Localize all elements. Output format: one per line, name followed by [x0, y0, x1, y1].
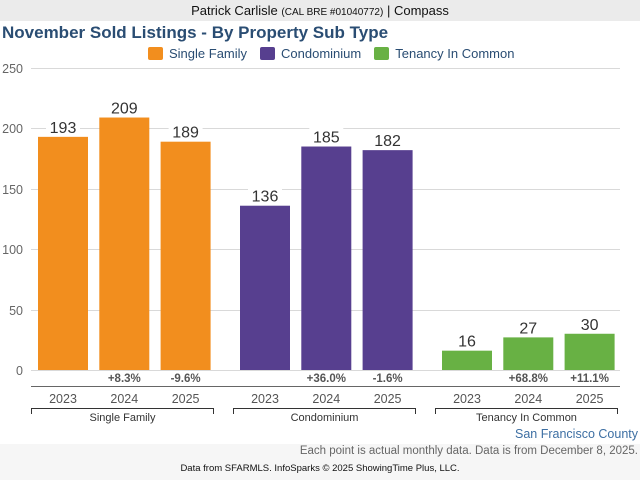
data-label-bg: [248, 186, 282, 204]
legend-label: Single Family: [169, 45, 248, 61]
x-tick-label: 2025: [576, 392, 604, 406]
data-label-bg: [168, 122, 203, 140]
change-label: +11.1%: [570, 373, 609, 385]
region-label[interactable]: San Francisco County: [515, 427, 638, 441]
data-label: 193: [50, 120, 77, 137]
x-tick-label: 2025: [374, 392, 402, 406]
data-label: 30: [581, 317, 599, 334]
data-note: Each point is actual monthly data. Data …: [299, 445, 638, 457]
legend-item-condominium[interactable]: Condominium: [260, 46, 361, 61]
legend-label: Tenancy In Common: [395, 45, 515, 61]
data-label: 27: [519, 320, 537, 337]
bar: [442, 350, 492, 370]
bar: [503, 337, 554, 370]
brokerage-name: Compass: [393, 3, 449, 18]
data-label-bg: [370, 131, 405, 149]
change-label: +68.8%: [509, 373, 548, 385]
header-separator: |: [386, 3, 391, 18]
legend-swatch-tenancy-in-common: [374, 46, 390, 60]
chart-title: November Sold Listings - By Property Sub…: [2, 23, 389, 42]
change-label: -1.6%: [373, 373, 403, 385]
data-label-bg: [46, 117, 80, 135]
legend-swatch-single-family: [148, 46, 163, 60]
data-label-bg: [572, 314, 607, 332]
y-tick-label: 100: [2, 243, 23, 257]
legend-swatch-condominium: [260, 46, 276, 60]
change-label: +8.3%: [108, 373, 141, 385]
y-tick-label: 250: [2, 62, 23, 76]
data-label: 185: [313, 130, 340, 147]
group-label: Tenancy In Common: [476, 412, 577, 424]
y-tick-label: 0: [16, 364, 23, 378]
data-label: 16: [458, 334, 476, 351]
group-label: Condominium: [291, 412, 359, 424]
x-tick-label: 2023: [251, 392, 279, 406]
bar: [240, 205, 290, 370]
change-label: +36.0%: [307, 373, 346, 385]
agent-name: Patrick Carlisle: [191, 3, 278, 18]
data-label: 136: [252, 189, 279, 206]
bar: [301, 146, 352, 370]
legend-item-tenancy-in-common[interactable]: Tenancy In Common: [374, 46, 514, 61]
data-label: 182: [374, 133, 401, 150]
group-bracket: [435, 408, 618, 414]
change-label: -9.6%: [171, 373, 201, 385]
x-tick-label: 2025: [172, 392, 200, 406]
data-label-bg: [309, 127, 344, 145]
bar: [160, 141, 211, 370]
x-tick-label: 2024: [514, 392, 542, 406]
bar-chart: 0 50 100 150 200 250 193 2023 209 +8.3% 2024 189 -9.…: [2, 62, 620, 424]
data-label: 189: [172, 125, 199, 142]
bar: [99, 117, 150, 370]
data-credit: Data from SFARMLS. InfoSparks © 2025 Sho…: [180, 463, 460, 474]
bar: [564, 333, 615, 370]
chart-legend: Single Family Condominium Tenancy In Com…: [148, 45, 527, 61]
data-label-bg: [107, 98, 142, 116]
y-tick-label: 200: [2, 122, 23, 136]
data-label-bg: [450, 331, 484, 349]
data-label: 209: [111, 101, 138, 118]
bar: [38, 136, 88, 370]
group-label: Single Family: [89, 412, 156, 424]
agent-license: (CAL BRE #01040772): [281, 7, 384, 18]
y-tick-label: 150: [2, 183, 23, 197]
x-tick-label: 2023: [49, 392, 77, 406]
bar: [362, 150, 413, 370]
data-label-bg: [511, 318, 546, 336]
x-tick-label: 2024: [312, 392, 340, 406]
legend-item-single-family[interactable]: Single Family: [148, 46, 247, 61]
group-bracket: [233, 408, 416, 414]
y-tick-label: 50: [9, 304, 23, 318]
agent-header-bar: Patrick Carlisle (CAL BRE #01040772) | C…: [0, 0, 640, 21]
x-tick-label: 2023: [453, 392, 481, 406]
legend-label: Condominium: [281, 45, 362, 61]
group-bracket: [31, 408, 214, 414]
x-tick-label: 2024: [110, 392, 138, 406]
